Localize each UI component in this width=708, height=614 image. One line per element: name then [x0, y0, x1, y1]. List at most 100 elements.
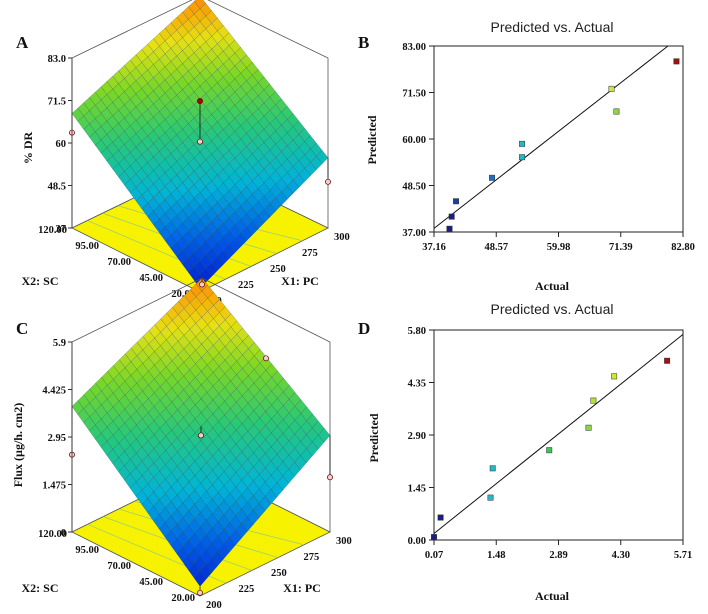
panel-label-b: B — [358, 33, 369, 52]
z-tick-label: 71.5 — [48, 97, 66, 108]
y-tick-label: 1.45 — [408, 484, 426, 495]
x-axis-label: Actual — [535, 589, 570, 603]
data-point — [519, 140, 526, 147]
x1-tick-label: 250 — [271, 568, 287, 579]
x1-axis-label: X1: PC — [281, 274, 319, 288]
x-tick-label: 1.48 — [487, 550, 505, 561]
x1-tick-label: 200 — [206, 600, 222, 611]
z-tick-label: 37 — [56, 224, 67, 235]
chart-title: Predicted vs. Actual — [491, 301, 614, 317]
z-tick-label: 60 — [56, 139, 67, 150]
design-point — [197, 589, 203, 596]
z-axis-label: Flux (µg/h. cm2) — [11, 403, 25, 488]
x1-tick-label: 300 — [336, 536, 352, 547]
data-point — [546, 447, 553, 454]
x1-tick-label: 225 — [238, 280, 254, 291]
y-tick-label: 5.80 — [408, 326, 426, 337]
data-point — [489, 174, 495, 181]
data-point — [673, 58, 680, 65]
fit-line — [433, 45, 669, 229]
chart-title: Predicted vs. Actual — [491, 19, 614, 35]
x-tick-label: 5.71 — [674, 550, 692, 561]
design-point — [197, 138, 203, 145]
x2-axis-label: X2: SC — [21, 581, 58, 595]
x1-tick-label: 275 — [302, 248, 318, 259]
data-point — [446, 225, 453, 232]
plot-frame — [433, 329, 684, 541]
y-tick-label: 4.35 — [408, 379, 426, 390]
y-axis-label: Predicted — [365, 115, 379, 164]
surface-cell — [193, 571, 207, 587]
data-point — [608, 85, 615, 92]
x2-tick-label: 70.00 — [107, 257, 131, 268]
x2-tick-label: 45.00 — [139, 577, 163, 588]
x1-tick-label: 275 — [304, 552, 320, 563]
x2-axis-label: X2: SC — [21, 274, 58, 288]
design-point — [327, 474, 333, 481]
x1-tick-label: 225 — [239, 584, 255, 595]
data-point — [664, 357, 671, 364]
y-tick-label: 2.90 — [408, 431, 426, 442]
z-tick-label: 83.0 — [48, 54, 66, 65]
z-tick-label: 1.475 — [42, 481, 66, 492]
panel-label-a: A — [16, 33, 29, 52]
data-point — [611, 373, 618, 380]
z-tick-label: 5.9 — [53, 338, 66, 349]
x-tick-label: 71.39 — [609, 242, 633, 253]
x-tick-label: 37.16 — [422, 242, 446, 253]
scatter-plot-flux: Predicted vs. Actual Actual Predicted 0.… — [367, 301, 692, 603]
y-tick-label: 37.00 — [402, 228, 426, 239]
plot-frame — [433, 45, 684, 233]
scatter-plot-dr: Predicted vs. Actual Actual Predicted 37… — [365, 19, 695, 293]
x1-tick-label: 300 — [334, 232, 350, 243]
z-tick-label: 2.95 — [48, 433, 66, 444]
x1-axis-label: X1: PC — [283, 581, 321, 595]
x-tick-label: 48.57 — [484, 242, 508, 253]
data-point — [519, 154, 526, 161]
x2-tick-label: 120.00 — [38, 529, 67, 540]
data-point — [487, 494, 494, 501]
y-tick-label: 48.50 — [402, 182, 426, 193]
design-point — [263, 355, 269, 362]
data-point — [437, 514, 444, 521]
x-tick-label: 0.07 — [425, 550, 443, 561]
y-tick-label: 83.00 — [402, 42, 426, 53]
data-point — [489, 465, 496, 472]
response-surface — [71, 0, 329, 289]
data-point — [585, 424, 592, 431]
x2-tick-label: 95.00 — [75, 241, 99, 252]
panel-label-d: D — [358, 319, 370, 338]
x2-tick-label: 120.00 — [38, 225, 67, 236]
x2-tick-label: 20.00 — [171, 593, 195, 604]
data-point — [613, 108, 620, 115]
data-point — [448, 213, 455, 220]
x-tick-label: 2.89 — [549, 550, 567, 561]
data-point — [453, 198, 459, 205]
y-axis-label: Predicted — [367, 413, 381, 462]
panel-label-c: C — [16, 319, 28, 338]
x2-tick-label: 70.00 — [107, 561, 131, 572]
z-tick-label: 0 — [61, 528, 66, 539]
y-tick-label: 0.00 — [408, 536, 426, 547]
y-tick-label: 60.00 — [402, 135, 426, 146]
fit-line — [433, 333, 684, 534]
x2-tick-label: 95.00 — [75, 545, 99, 556]
x-tick-label: 4.30 — [612, 550, 630, 561]
surface-plot-dr: 37 48.5 60 71.5 83.0 20.00 45.00 70.00 95.00 120.… — [21, 0, 350, 307]
z-axis-label: % DR — [21, 132, 35, 165]
y-tick-label: 71.50 — [402, 89, 426, 100]
design-point — [325, 178, 331, 185]
response-surface — [71, 277, 331, 587]
data-point — [431, 534, 437, 541]
design-point — [197, 98, 203, 104]
x-tick-label: 59.98 — [547, 242, 571, 253]
surface-plot-flux: 0 1.475 2.95 4.425 5.9 20.00 45.00 70.00 95.00 12… — [11, 277, 352, 611]
x-axis-label: Actual — [535, 279, 570, 293]
x2-tick-label: 45.00 — [139, 273, 163, 284]
x2-tick-label: 20.00 — [171, 289, 195, 300]
z-tick-label: 48.5 — [48, 182, 66, 193]
x1-tick-label: 250 — [270, 264, 286, 275]
data-point — [590, 397, 597, 404]
design-point — [199, 281, 205, 288]
